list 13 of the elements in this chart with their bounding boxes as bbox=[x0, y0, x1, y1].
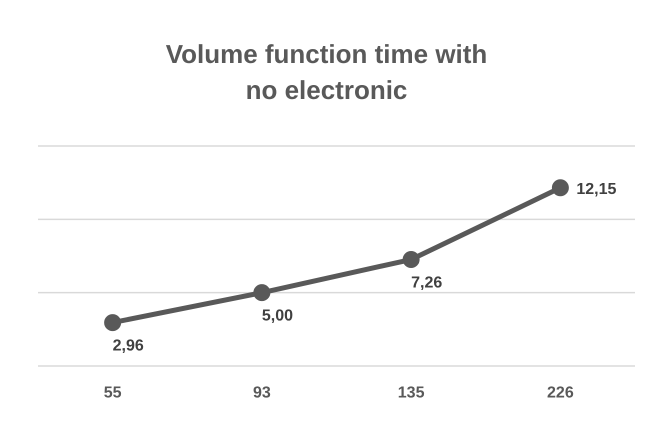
point bbox=[104, 314, 122, 332]
point bbox=[253, 284, 270, 302]
x-tick-label: 55 bbox=[104, 384, 122, 402]
data-label: 2,96 bbox=[112, 338, 144, 355]
data-label: 5,00 bbox=[262, 308, 294, 325]
chart-title: Volume function time with no electronic bbox=[164, 38, 488, 107]
data-label: 12,15 bbox=[576, 180, 617, 198]
point bbox=[552, 179, 569, 196]
x-tick-label: 135 bbox=[398, 384, 425, 402]
data-label: 7,26 bbox=[411, 274, 442, 292]
point bbox=[402, 251, 420, 268]
x-tick-label: 93 bbox=[252, 384, 271, 402]
x-tick-label: 226 bbox=[547, 384, 574, 402]
